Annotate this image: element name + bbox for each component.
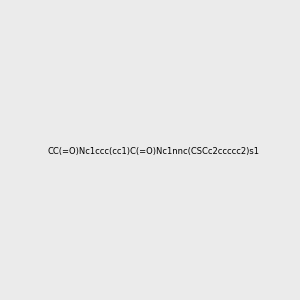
Text: CC(=O)Nc1ccc(cc1)C(=O)Nc1nnc(CSCc2ccccc2)s1: CC(=O)Nc1ccc(cc1)C(=O)Nc1nnc(CSCc2ccccc2…: [48, 147, 260, 156]
